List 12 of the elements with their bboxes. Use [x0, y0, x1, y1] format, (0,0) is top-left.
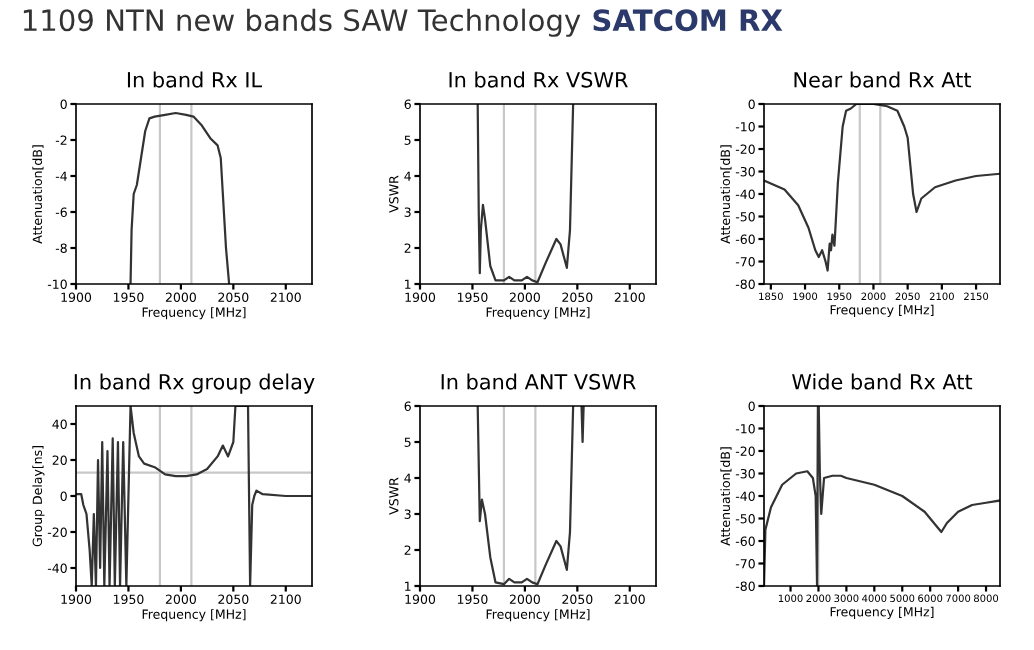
chart-title: Near band Rx Att	[794, 71, 972, 88]
line-series	[764, 406, 1000, 586]
chart-title: Wide band Rx Att	[792, 373, 973, 390]
chart-title: In band Rx VSWR	[449, 71, 628, 88]
text: SATCOM RX	[593, 9, 783, 32]
text: 1109 NTN new bands SAW Technology	[23, 8, 581, 37]
line-series	[476, 104, 575, 284]
chart-title: In band Rx group delay	[74, 373, 315, 394]
line-series	[76, 406, 312, 586]
line-series	[129, 111, 231, 284]
chart-title: In band ANT VSWR	[441, 373, 636, 390]
chart-title: In band Rx IL	[127, 71, 262, 88]
